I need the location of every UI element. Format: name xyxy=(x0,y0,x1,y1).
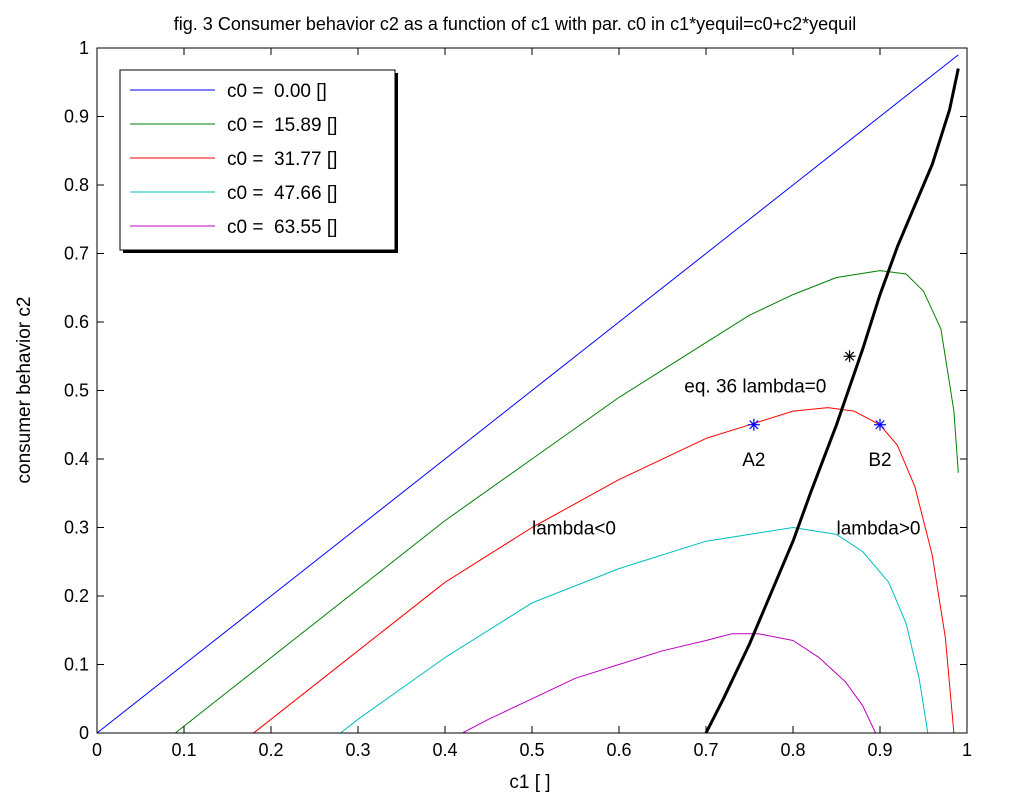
tick-layer: 0 0.1 0.2 0.3 0.4 0.5 0.6 0.7 0.8 0.9 1 0 0.1 0.2 0.3 0… xyxy=(64,38,972,760)
star-marker-0 xyxy=(843,350,856,363)
legend: c0 = 0.00 [] c0 = 15.89 [] c0 = 31.77 [] c0… xyxy=(119,69,398,253)
legend-label-4: c0 = 63.55 [] xyxy=(227,217,337,238)
annotation-0: eq. 36 lambda=0 xyxy=(684,377,826,398)
legend-box xyxy=(119,69,396,251)
annotation-4: lambda>0 xyxy=(837,518,921,539)
star-marker-2 xyxy=(874,418,886,431)
series-layer xyxy=(96,54,960,734)
x-tick-label-4: 0.4 xyxy=(432,740,457,760)
x-tick-label-1: 0.1 xyxy=(171,740,196,760)
y-tick-label-2: 0.2 xyxy=(64,586,89,606)
annotation-2: B2 xyxy=(868,450,891,471)
annotation-1: A2 xyxy=(742,450,765,471)
series-line-2 xyxy=(253,407,955,734)
x-tick-label-10: 1 xyxy=(962,740,972,760)
x-tick-label-0: 0 xyxy=(92,740,102,760)
x-tick-label-9: 0.9 xyxy=(867,740,892,760)
series-line-3 xyxy=(340,527,929,734)
x-tick-label-6: 0.6 xyxy=(606,740,631,760)
y-tick-label-4: 0.4 xyxy=(64,449,89,469)
series-line-5 xyxy=(704,68,960,734)
x-tick-label-2: 0.2 xyxy=(258,740,283,760)
chart-title: fig. 3 Consumer behavior c2 as a functio… xyxy=(174,14,856,34)
x-tick-label-7: 0.7 xyxy=(693,740,718,760)
x-axis-label: c1 [ ] xyxy=(509,772,550,793)
series-line-1 xyxy=(174,270,959,734)
x-tick-label-3: 0.3 xyxy=(345,740,370,760)
y-tick-label-8: 0.8 xyxy=(64,175,89,195)
legend-label-0: c0 = 0.00 [] xyxy=(227,81,327,102)
y-tick-label-1: 0.1 xyxy=(64,655,89,675)
y-tick-label-6: 0.6 xyxy=(64,312,89,332)
legend-label-3: c0 = 47.66 [] xyxy=(227,183,337,204)
y-tick-label-5: 0.5 xyxy=(64,381,89,401)
y-axis-label: consumer behavior c2 xyxy=(14,297,35,484)
y-tick-label-0: 0 xyxy=(79,723,89,743)
x-tick-label-5: 0.5 xyxy=(519,740,544,760)
legend-label-1: c0 = 15.89 [] xyxy=(227,115,337,136)
y-tick-label-7: 0.7 xyxy=(64,244,89,264)
y-tick-label-3: 0.3 xyxy=(64,518,89,538)
series-line-0 xyxy=(96,54,959,734)
y-tick-label-9: 0.9 xyxy=(64,107,89,127)
star-marker-1 xyxy=(747,418,760,431)
legend-items: c0 = 0.00 [] c0 = 15.89 [] c0 = 31.77 [] c0… xyxy=(130,81,337,238)
legend-label-2: c0 = 31.77 [] xyxy=(227,149,337,170)
annotation-3: lambda<0 xyxy=(532,518,616,539)
marker-layer xyxy=(747,350,886,431)
y-tick-label-10: 1 xyxy=(79,38,89,58)
x-tick-label-8: 0.8 xyxy=(780,740,805,760)
annotation-layer: eq. 36 lambda=0 A2 B2 lambda<0 lambda>0 xyxy=(532,377,920,540)
series-line-4 xyxy=(462,633,877,734)
